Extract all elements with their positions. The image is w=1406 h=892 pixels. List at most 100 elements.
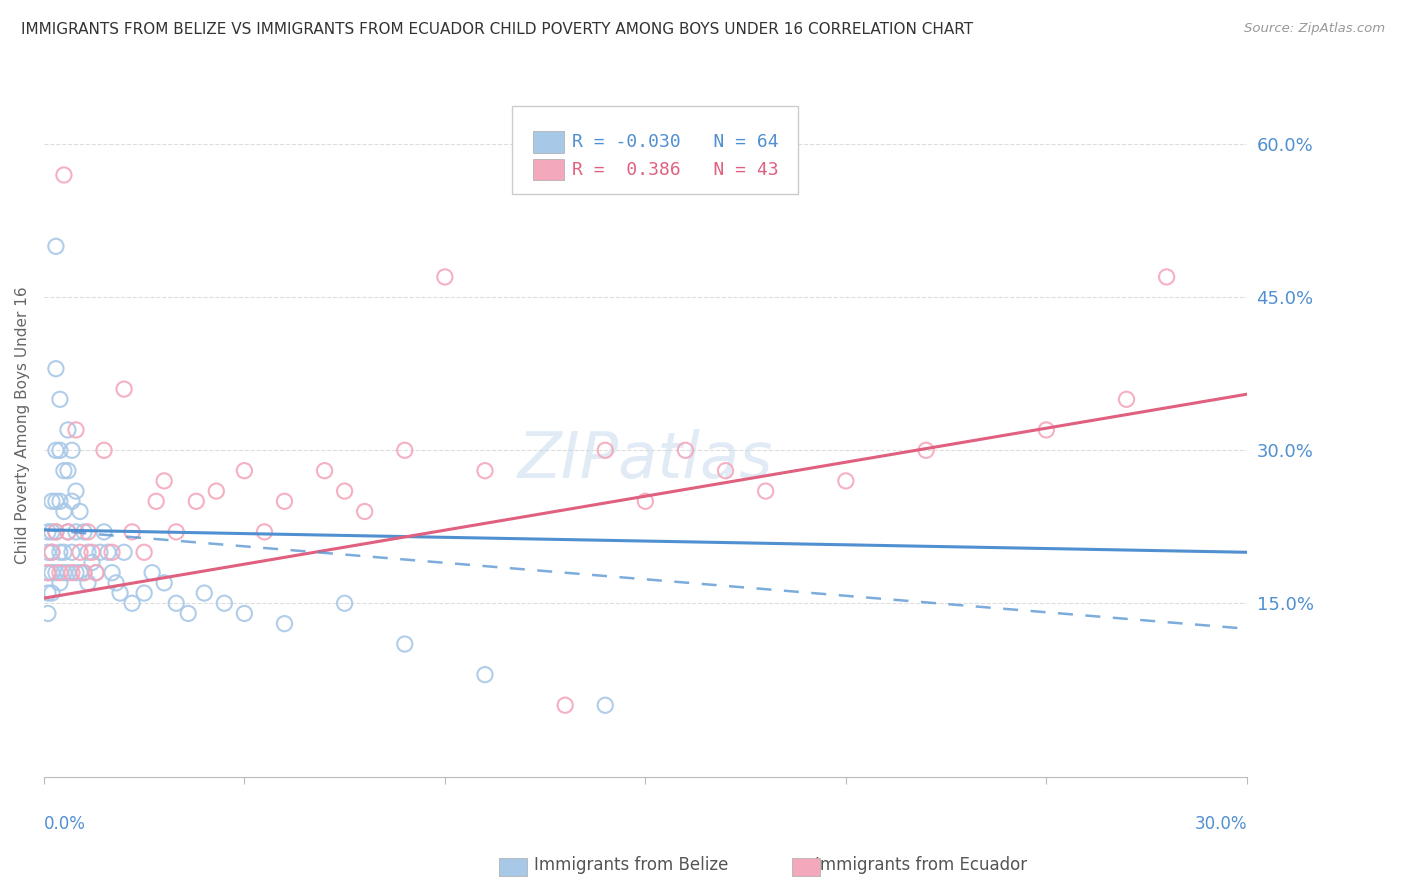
Point bbox=[177, 607, 200, 621]
Point bbox=[273, 494, 295, 508]
Point bbox=[593, 698, 616, 713]
Text: R =  0.386   N = 43: R = 0.386 N = 43 bbox=[572, 161, 779, 178]
Point bbox=[121, 596, 143, 610]
Point bbox=[73, 566, 96, 580]
Point bbox=[333, 596, 356, 610]
Point bbox=[101, 566, 124, 580]
Point bbox=[433, 269, 456, 284]
Point bbox=[233, 607, 256, 621]
Point bbox=[554, 698, 576, 713]
Point bbox=[45, 361, 67, 376]
Point bbox=[77, 545, 100, 559]
Point bbox=[93, 443, 115, 458]
Point bbox=[97, 545, 120, 559]
Point bbox=[37, 607, 59, 621]
Point bbox=[93, 524, 115, 539]
Point bbox=[41, 566, 63, 580]
Point bbox=[394, 443, 416, 458]
Point bbox=[37, 566, 59, 580]
Point bbox=[84, 566, 107, 580]
Point bbox=[80, 556, 103, 570]
Point bbox=[835, 474, 858, 488]
Point bbox=[394, 637, 416, 651]
Point bbox=[45, 524, 67, 539]
Point bbox=[52, 464, 75, 478]
Point bbox=[112, 545, 135, 559]
Point bbox=[49, 566, 72, 580]
Point bbox=[56, 464, 79, 478]
Point bbox=[73, 524, 96, 539]
Point bbox=[37, 545, 59, 559]
Point bbox=[52, 504, 75, 518]
Point bbox=[1035, 423, 1057, 437]
Point bbox=[49, 545, 72, 559]
Point bbox=[41, 586, 63, 600]
Point bbox=[153, 575, 176, 590]
Point bbox=[153, 474, 176, 488]
Point bbox=[69, 504, 91, 518]
Point bbox=[253, 524, 276, 539]
Point bbox=[193, 586, 215, 600]
Point bbox=[145, 494, 167, 508]
Point bbox=[45, 239, 67, 253]
Text: Immigrants from Belize: Immigrants from Belize bbox=[534, 856, 728, 874]
Point bbox=[56, 524, 79, 539]
Point bbox=[49, 443, 72, 458]
Point bbox=[65, 423, 87, 437]
Point bbox=[69, 545, 91, 559]
Point bbox=[314, 464, 336, 478]
Point bbox=[77, 575, 100, 590]
Point bbox=[60, 443, 83, 458]
Point bbox=[52, 566, 75, 580]
Point bbox=[205, 484, 228, 499]
Point bbox=[353, 504, 375, 518]
Point bbox=[41, 524, 63, 539]
Point bbox=[755, 484, 778, 499]
Point bbox=[41, 545, 63, 559]
Point bbox=[186, 494, 208, 508]
Point bbox=[165, 524, 187, 539]
Point bbox=[73, 566, 96, 580]
Point bbox=[474, 667, 496, 681]
Point bbox=[101, 545, 124, 559]
Text: Immigrants from Ecuador: Immigrants from Ecuador bbox=[815, 856, 1028, 874]
Text: IMMIGRANTS FROM BELIZE VS IMMIGRANTS FROM ECUADOR CHILD POVERTY AMONG BOYS UNDER: IMMIGRANTS FROM BELIZE VS IMMIGRANTS FRO… bbox=[21, 22, 973, 37]
Text: R = -0.030   N = 64: R = -0.030 N = 64 bbox=[572, 133, 779, 151]
Point bbox=[69, 566, 91, 580]
Point bbox=[60, 494, 83, 508]
Point bbox=[675, 443, 697, 458]
Point bbox=[915, 443, 938, 458]
Point bbox=[45, 494, 67, 508]
Point bbox=[60, 566, 83, 580]
Point bbox=[41, 494, 63, 508]
Point bbox=[60, 545, 83, 559]
Point bbox=[714, 464, 737, 478]
Point bbox=[112, 382, 135, 396]
Point bbox=[233, 464, 256, 478]
Point bbox=[45, 566, 67, 580]
Point bbox=[37, 524, 59, 539]
Point bbox=[45, 443, 67, 458]
Point bbox=[165, 596, 187, 610]
Point bbox=[49, 494, 72, 508]
Point bbox=[37, 566, 59, 580]
Point bbox=[41, 545, 63, 559]
Point bbox=[56, 524, 79, 539]
Point bbox=[52, 168, 75, 182]
Point bbox=[141, 566, 163, 580]
Point bbox=[121, 524, 143, 539]
Point bbox=[474, 464, 496, 478]
Point bbox=[49, 392, 72, 407]
Point bbox=[593, 443, 616, 458]
Text: Source: ZipAtlas.com: Source: ZipAtlas.com bbox=[1244, 22, 1385, 36]
Point bbox=[273, 616, 295, 631]
Point bbox=[1115, 392, 1137, 407]
Point bbox=[134, 586, 156, 600]
Point bbox=[105, 575, 128, 590]
Text: ZIPatlas: ZIPatlas bbox=[517, 429, 773, 491]
Point bbox=[65, 566, 87, 580]
Point bbox=[77, 524, 100, 539]
Point bbox=[65, 524, 87, 539]
Point bbox=[134, 545, 156, 559]
Point bbox=[214, 596, 236, 610]
